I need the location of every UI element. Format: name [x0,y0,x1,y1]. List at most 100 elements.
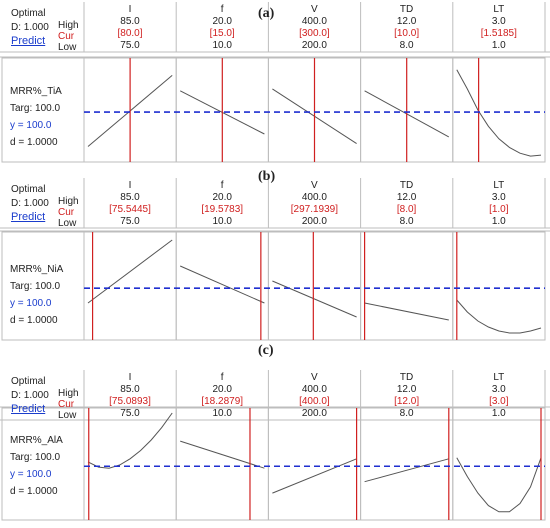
optimal-box: Optimal D: 1.000 Predict [4,178,82,226]
factor-high: 12.0 [396,192,417,203]
factor-cur[interactable]: [75.5445] [109,204,151,215]
y-value-text: y = 100.0 [10,469,52,480]
response-curve [179,265,265,304]
factor-name: LT [493,180,505,191]
response-curve [456,457,542,513]
response-info: MRR%_TiA Targ: 100.0 y = 100.0 d = 1.000… [0,62,82,162]
factor-cur[interactable]: [19.5783] [201,204,244,215]
factor-cur[interactable]: [80.0] [117,28,143,39]
factor-name: V [311,180,318,191]
factor-column: V 400.0 [400.0] 200.0 [268,372,360,420]
factor-low: 75.0 [120,408,140,419]
plot-frame [267,231,362,341]
d-header: D: 1.000 [11,22,49,33]
factor-column: V 400.0 [300.0] 200.0 [268,4,360,52]
factor-name: I [128,4,132,15]
response-curve [87,239,173,304]
row-label-cur: Cur [58,399,75,410]
factor-low: 200.0 [301,40,327,51]
factor-name: LT [493,4,505,15]
factor-cur[interactable]: [75.0893] [109,396,151,407]
plot-frame [452,407,546,521]
response-name: MRR%_TiA [10,86,62,97]
response-info: MRR%_AlA Targ: 100.0 y = 100.0 d = 1.000… [0,412,82,512]
predict-link[interactable]: Predict [11,35,46,47]
panel-header: Optimal D: 1.000 Predict High Cur Low [0,352,550,421]
factor-cur[interactable]: [400.0] [299,396,330,407]
plot-frame [267,407,362,521]
factor-cur[interactable]: [1.5185] [480,28,517,39]
panel-c: Optimal D: 1.000 Predict High Cur Low (c… [0,343,550,528]
response-name: MRR%_NiA [10,264,64,275]
factor-low: 1.0 [491,408,506,419]
factor-high: 20.0 [212,16,232,27]
factor-name: V [311,4,318,15]
factor-low: 10.0 [212,40,232,51]
d-value-text: d = 1.0000 [10,486,58,497]
factor-column: f 20.0 [19.5783] 10.0 [176,180,268,228]
response-plots [0,2,550,163]
d-value-text: d = 1.0000 [10,137,58,148]
response-curve [364,302,449,321]
factor-low: 75.0 [120,216,140,227]
panel-letter: (c) [258,343,274,358]
factor-column: I 85.0 [75.0893] 75.0 [84,372,176,420]
factor-column: I 85.0 [75.5445] 75.0 [84,180,176,228]
factor-column: LT 3.0 [1.5185] 1.0 [453,4,545,52]
factor-column: LT 3.0 [3.0] 1.0 [453,372,545,420]
response-plots [0,370,550,521]
y-value-text: y = 100.0 [10,120,52,131]
predict-link[interactable]: Predict [11,403,46,415]
d-header: D: 1.000 [11,198,49,209]
factor-column: TD 12.0 [12.0] 8.0 [361,372,453,420]
factor-cur[interactable]: [12.0] [394,396,420,407]
factor-cur[interactable]: [15.0] [209,28,235,39]
factor-name: I [128,372,132,383]
optimal-label: Optimal [11,184,46,195]
factor-high: 85.0 [120,16,140,27]
factor-cur[interactable]: [18.2879] [201,396,244,407]
factor-name: TD [399,372,414,383]
d-value-text: d = 1.0000 [10,315,58,326]
target-text: Targ: 100.0 [10,452,61,463]
factor-high: 85.0 [120,384,140,395]
factor-name: f [220,4,224,15]
factor-name: f [220,180,224,191]
plot-frame [83,231,177,341]
factor-cur[interactable]: [297.1939] [290,204,339,215]
factor-high: 12.0 [396,384,417,395]
plot-frame [452,231,546,341]
factor-high: 3.0 [491,16,506,27]
factor-cur[interactable]: [10.0] [394,28,420,39]
factor-low: 1.0 [491,40,506,51]
plot-frame [175,231,269,341]
response-curve [180,440,265,469]
factor-low: 10.0 [212,408,232,419]
factor-high: 400.0 [301,16,327,27]
factor-high: 20.0 [212,192,232,203]
factor-column: TD 12.0 [8.0] 8.0 [361,180,453,228]
factor-high: 400.0 [301,384,327,395]
panel-letter: (a) [258,6,275,21]
optimal-label: Optimal [11,8,46,19]
factor-column: I 85.0 [80.0] 75.0 [84,4,176,52]
response-plots [0,178,550,341]
factor-cur[interactable]: [8.0] [396,204,417,215]
factor-cur[interactable]: [1.0] [489,204,509,215]
panel-header: Optimal D: 1.000 Predict High Cur Low [0,0,550,53]
factor-cur[interactable]: [300.0] [299,28,330,39]
factor-column: V 400.0 [297.1939] 200.0 [268,180,360,228]
factor-cur[interactable]: [3.0] [489,396,509,407]
plot-frame [360,407,454,521]
factor-low: 200.0 [301,408,327,419]
response-frame [1,407,85,521]
factor-column: f 20.0 [18.2879] 10.0 [176,372,268,420]
factor-low: 200.0 [301,216,327,227]
factor-low: 8.0 [399,408,414,419]
factor-low: 10.0 [212,216,232,227]
row-label-high: High [58,196,79,207]
panel-a: Optimal D: 1.000 Predict High Cur Low (a… [0,0,550,176]
target-text: Targ: 100.0 [10,281,61,292]
predict-link[interactable]: Predict [11,211,46,223]
panel-b: Optimal D: 1.000 Predict High Cur Low (b… [0,169,550,352]
